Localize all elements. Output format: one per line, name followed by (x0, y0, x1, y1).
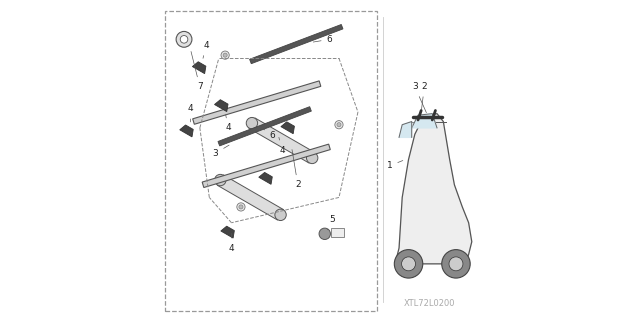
Text: 3: 3 (212, 145, 229, 158)
Circle shape (275, 209, 286, 220)
Polygon shape (218, 107, 311, 146)
Bar (331, 228, 344, 237)
Polygon shape (399, 122, 412, 137)
Text: 6: 6 (262, 128, 275, 140)
Circle shape (180, 35, 188, 43)
Text: 4: 4 (225, 115, 231, 132)
Text: 3: 3 (412, 82, 426, 113)
Circle shape (246, 117, 258, 129)
Circle shape (394, 250, 423, 278)
Polygon shape (250, 25, 343, 64)
Polygon shape (193, 62, 206, 74)
Circle shape (337, 123, 341, 127)
Text: 1: 1 (387, 160, 403, 170)
Text: 4: 4 (279, 137, 285, 154)
Circle shape (239, 205, 243, 209)
Circle shape (335, 121, 343, 129)
Text: 4: 4 (228, 234, 234, 253)
Circle shape (401, 257, 415, 271)
Text: 4: 4 (203, 41, 209, 58)
Circle shape (449, 257, 463, 271)
Circle shape (307, 152, 318, 164)
Circle shape (442, 250, 470, 278)
Polygon shape (281, 122, 294, 134)
Polygon shape (193, 81, 321, 124)
Circle shape (223, 53, 227, 57)
Polygon shape (396, 114, 472, 264)
Polygon shape (249, 118, 315, 163)
Circle shape (176, 32, 192, 47)
Circle shape (319, 228, 330, 240)
Polygon shape (412, 114, 437, 128)
Circle shape (237, 203, 245, 211)
Polygon shape (214, 100, 228, 112)
Polygon shape (259, 173, 272, 184)
Polygon shape (221, 226, 234, 238)
Text: 7: 7 (191, 51, 203, 91)
Text: XTL72L0200: XTL72L0200 (404, 299, 455, 308)
Text: 2: 2 (292, 150, 301, 189)
Circle shape (214, 174, 226, 186)
Polygon shape (218, 175, 284, 220)
Text: 5: 5 (328, 215, 335, 230)
Polygon shape (202, 144, 330, 188)
Circle shape (221, 51, 229, 59)
Polygon shape (180, 125, 193, 137)
Text: 6: 6 (313, 35, 332, 44)
Text: 4: 4 (188, 104, 193, 122)
Text: 2: 2 (422, 82, 427, 109)
